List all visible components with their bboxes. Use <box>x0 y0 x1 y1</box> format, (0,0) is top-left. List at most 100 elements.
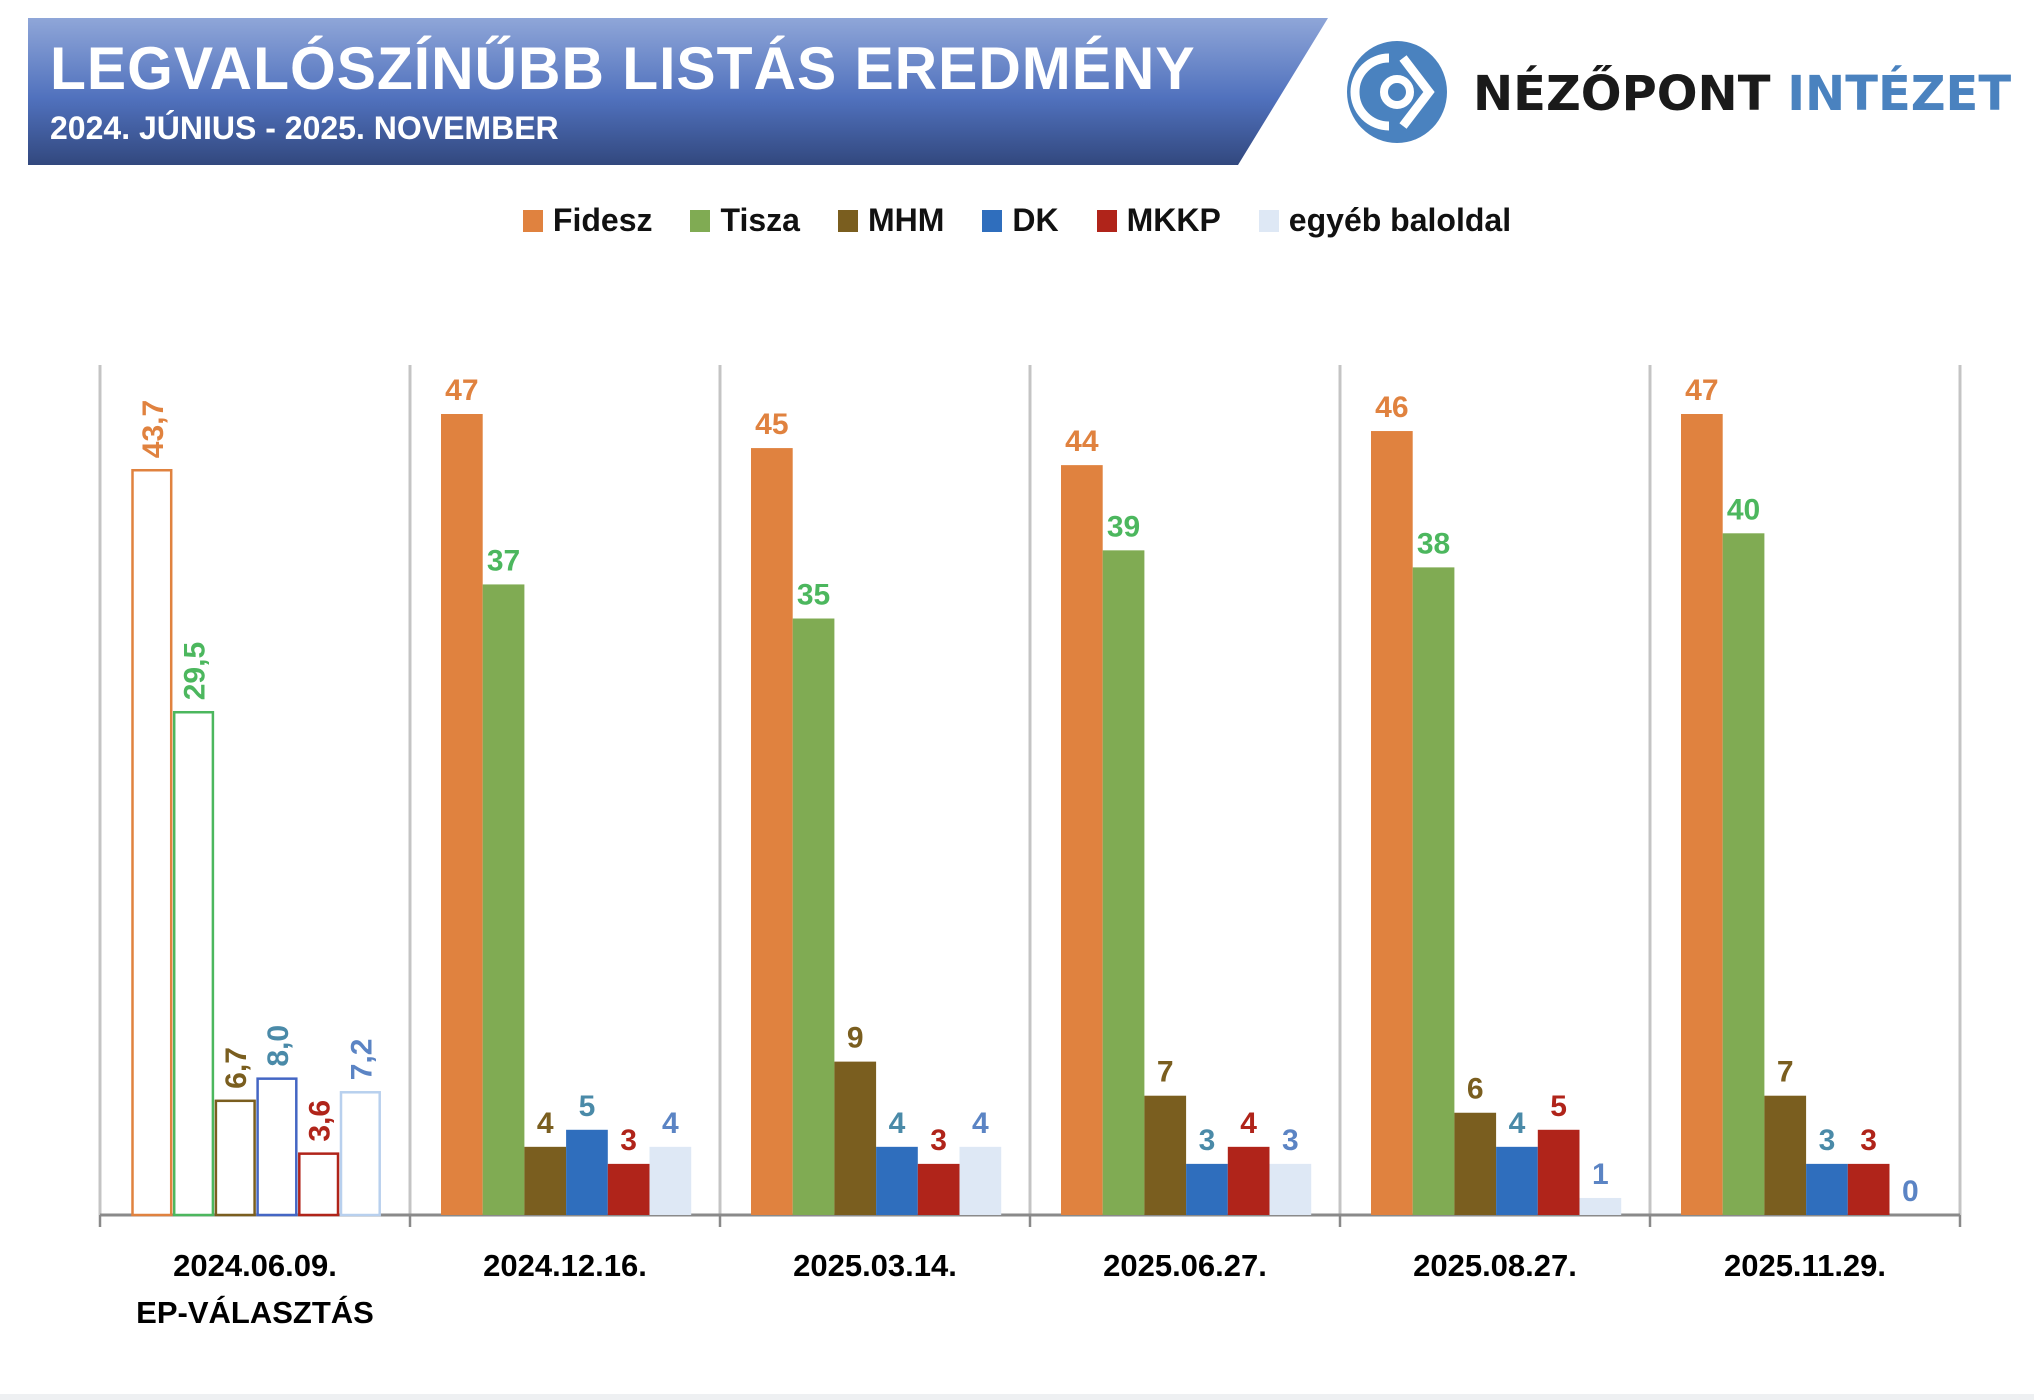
bottom-edge <box>0 1394 2034 1400</box>
data-label: 46 <box>1375 391 1408 424</box>
bar-fidesz <box>1061 465 1103 1215</box>
bar-fidesz <box>1371 431 1413 1215</box>
bar-tisza <box>482 584 525 1215</box>
data-label: 5 <box>579 1090 596 1123</box>
header-banner: LEGVALÓSZÍNŰBB LISTÁS EREDMÉNY 2024. JÚN… <box>28 18 1328 165</box>
bar-tisza <box>792 618 835 1215</box>
logo-name-blue: INTÉZET <box>1787 66 2012 122</box>
bar-mhm <box>1144 1095 1187 1215</box>
bar-mkkp <box>917 1163 960 1215</box>
bar-dk <box>1186 1163 1228 1215</box>
bar-egyéb-baloldal <box>339 1091 381 1217</box>
legend-label: MKKP <box>1126 202 1221 238</box>
legend-item: Tisza <box>690 202 800 239</box>
legend-label: Fidesz <box>552 202 653 238</box>
legend-item: MHM <box>837 202 945 239</box>
x-axis-category-label: 2025.06.27. <box>1103 1248 1267 1283</box>
data-label: 4 <box>889 1107 906 1140</box>
data-label: 29,5 <box>179 642 212 700</box>
data-label: 7 <box>1777 1056 1794 1089</box>
legend-swatch <box>1096 209 1117 232</box>
data-label: 3,6 <box>304 1100 337 1142</box>
bar-mkkp <box>607 1163 650 1215</box>
bar-egyéb-baloldal <box>1579 1197 1622 1215</box>
nezopont-logo: NÉZŐPONT INTÉZET <box>1345 40 2011 145</box>
data-label: 44 <box>1065 425 1099 458</box>
legend-label: MHM <box>867 202 945 238</box>
logo-wordmark: NÉZŐPONT INTÉZET <box>1473 66 2011 122</box>
bar-tisza <box>172 710 215 1217</box>
data-label: 3 <box>1199 1124 1216 1157</box>
data-label: 9 <box>847 1022 864 1055</box>
legend-item: DK <box>982 202 1059 239</box>
data-label: 3 <box>1282 1124 1299 1157</box>
chart-title: LEGVALÓSZÍNŰBB LISTÁS EREDMÉNY <box>50 35 1196 102</box>
bar-mkkp <box>1227 1146 1270 1215</box>
legend-label: egyéb baloldal <box>1288 202 1512 238</box>
bar-tisza <box>1102 550 1145 1215</box>
data-label: 6,7 <box>220 1047 253 1089</box>
bar-egyéb-baloldal <box>959 1146 1002 1215</box>
data-label: 3 <box>1819 1124 1836 1157</box>
bar-dk <box>876 1146 918 1215</box>
data-label: 35 <box>797 579 830 612</box>
bar-dk <box>1496 1146 1538 1215</box>
data-label: 4 <box>537 1107 554 1140</box>
data-label: 39 <box>1107 510 1140 543</box>
data-label: 7,2 <box>345 1039 378 1081</box>
legend-swatch <box>982 209 1003 232</box>
bar-fidesz <box>751 448 793 1216</box>
data-label: 3 <box>1860 1124 1877 1157</box>
x-axis-category-label: 2024.06.09. <box>173 1248 337 1283</box>
bar-fidesz <box>131 468 173 1217</box>
logo-name-dark: NÉZŐPONT <box>1473 66 1771 122</box>
data-label: 3 <box>930 1124 947 1157</box>
bar-tisza <box>1412 567 1455 1215</box>
legend-item: egyéb baloldal <box>1258 202 1512 239</box>
x-axis-category-label: 2025.03.14. <box>793 1248 957 1283</box>
data-label: 40 <box>1727 493 1760 526</box>
data-label: 1 <box>1592 1158 1609 1191</box>
bar-mkkp <box>1537 1129 1580 1215</box>
bar-mhm <box>834 1061 877 1215</box>
bar-dk <box>256 1077 298 1217</box>
legend-swatch <box>837 209 858 232</box>
data-label: 7 <box>1157 1056 1174 1089</box>
bar-dk <box>566 1129 608 1215</box>
nezopont-eye-logo-icon <box>1347 41 1447 143</box>
legend-swatch <box>522 209 543 232</box>
banner-background <box>28 18 1328 165</box>
data-label: 6 <box>1467 1073 1484 1106</box>
legend-label: DK <box>1012 202 1059 238</box>
data-label: 4 <box>1240 1107 1257 1140</box>
bar-fidesz <box>441 414 483 1215</box>
legend-item: MKKP <box>1096 202 1221 239</box>
bar-mhm <box>1454 1112 1497 1215</box>
bar-fidesz <box>1681 414 1723 1215</box>
bar-mkkp <box>1847 1163 1890 1215</box>
bar-mkkp <box>298 1152 340 1217</box>
data-label: 47 <box>1685 374 1718 407</box>
bar-mhm <box>1764 1095 1807 1215</box>
x-axis-category-label: 2025.08.27. <box>1413 1248 1577 1283</box>
chart-legend: Fidesz Tisza MHM DK MKKP egyéb baloldal <box>0 202 2034 239</box>
legend-swatch <box>690 209 711 232</box>
bar-dk <box>1806 1163 1848 1215</box>
data-label: 45 <box>755 408 788 441</box>
x-axis-category-label: EP-VÁLASZTÁS <box>136 1295 374 1330</box>
data-label: 4 <box>1509 1107 1526 1140</box>
data-label: 47 <box>445 374 478 407</box>
legend-swatch <box>1258 209 1279 232</box>
data-label: 5 <box>1550 1090 1567 1123</box>
legend-label: Tisza <box>720 202 800 238</box>
bar-tisza <box>1722 533 1765 1215</box>
x-axis-category-label: 2025.11.29. <box>1724 1248 1886 1283</box>
legend-item: Fidesz <box>522 202 653 239</box>
data-label: 4 <box>972 1107 989 1140</box>
bar-mhm <box>524 1146 567 1215</box>
x-axis-category-label: 2024.12.16. <box>483 1248 647 1283</box>
data-label: 37 <box>487 544 520 577</box>
data-label: 3 <box>620 1124 637 1157</box>
chart-subtitle: 2024. JÚNIUS - 2025. NOVEMBER <box>50 110 559 146</box>
data-label: 4 <box>662 1107 679 1140</box>
